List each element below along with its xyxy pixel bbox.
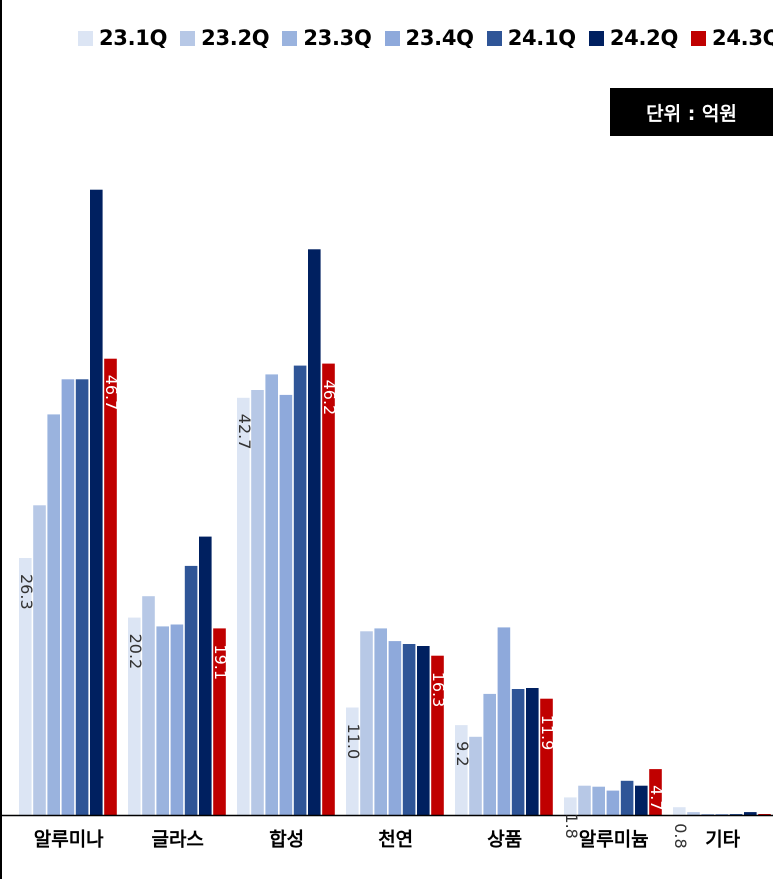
bar-23.2Q-글라스 [142,596,155,815]
bar-23.3Q-상품 [483,693,496,815]
data-label: 4.7 [647,785,666,810]
bar-23.2Q-알루미나 [33,505,46,815]
bar-23.3Q-알루미늄 [592,786,605,815]
bar-23.1Q-기타 [673,807,686,815]
bar-23.4Q-알루미나 [61,379,75,815]
bar-23.1Q-글라스 [128,617,141,815]
bar-23.3Q-기타 [701,814,714,815]
legend-swatch [384,30,400,46]
legend-item: 23.4Q [384,26,474,50]
x-tick-label: 알루미늄 [579,829,649,851]
legend-label: 24.1Q [507,26,576,50]
legend-item: 24.3Q [691,26,773,50]
legend-label: 23.1Q [99,26,168,50]
bar-23.1Q-상품 [455,725,468,815]
bar-23.4Q-글라스 [170,624,184,815]
bar-24.1Q-천연 [402,644,416,815]
x-tick-label: 합성 [269,829,304,851]
data-label: 11.9 [538,715,557,751]
bar-24.3Q-기타 [758,814,771,815]
bar-23.4Q-상품 [497,627,511,815]
bar-23.2Q-기타 [687,812,700,815]
bar-24.3Q-상품 [540,698,553,815]
bar-23.3Q-글라스 [156,626,169,815]
bar-23.2Q-천연 [360,631,373,815]
legend-swatch [691,30,707,46]
bar-24.1Q-기타 [729,814,743,815]
legend-label: 23.3Q [303,26,372,50]
bar-24.2Q-합성 [308,249,321,816]
x-tick-label: 알루미나 [34,829,104,851]
bar-24.2Q-글라스 [199,536,212,815]
legend-label: 23.4Q [405,26,474,50]
bar-23.1Q-합성 [237,397,250,815]
legend-item: 24.1Q [486,26,576,50]
bar-23.2Q-알루미늄 [578,785,591,815]
legend: 23.1Q 23.2Q 23.3Q 23.4Q 24.1Q 24.2Q 24.3Q [78,24,773,52]
bar-24.2Q-알루미늄 [635,785,648,815]
bar-24.3Q-합성 [322,363,335,815]
bar-23.3Q-천연 [374,628,387,815]
bar-23.2Q-상품 [469,736,482,815]
data-label: 0.8 [671,823,690,848]
legend-label: 24.3Q [712,26,773,50]
data-label: 42.7 [235,414,254,450]
x-tick-label: 상품 [487,829,522,851]
bar-24.3Q-알루미늄 [649,769,662,815]
legend-item: 24.2Q [588,26,679,50]
bar-24.2Q-천연 [417,646,430,815]
bar-24.3Q-알루미나 [104,358,117,815]
legend-swatch [282,30,298,46]
legend-swatch [486,30,502,46]
data-label: 9.2 [453,741,472,766]
data-label: 16.3 [429,672,448,708]
x-tick-label: 글라스 [151,829,203,851]
legend-item: 23.2Q [180,26,270,50]
bar-24.1Q-합성 [293,365,307,815]
data-label: 46.7 [102,375,121,411]
bar-24.2Q-기타 [744,812,757,815]
data-label: 1.8 [562,813,581,838]
bar-23.4Q-알루미늄 [606,790,620,815]
x-tick-label: 천연 [378,829,413,851]
legend-item: 23.3Q [282,26,372,50]
unit-label: 단위 : 억원 [610,88,773,136]
bar-23.3Q-알루미나 [47,414,60,815]
bar-23.4Q-천연 [388,641,402,815]
x-tick-label: 기타 [705,829,740,851]
bar-24.1Q-알루미늄 [620,780,634,815]
bar-24.1Q-알루미나 [75,379,89,815]
legend-item: 23.1Q [78,26,167,50]
data-label: 46.2 [320,380,339,416]
data-label: 20.2 [126,634,145,670]
legend-label: 24.2Q [609,26,679,50]
legend-swatch [180,30,196,46]
bar-23.2Q-합성 [251,390,264,815]
legend-label: 23.2Q [201,26,270,50]
bar-24.1Q-글라스 [184,565,198,815]
bar-24.2Q-상품 [526,688,539,815]
bar-23.1Q-천연 [346,707,359,815]
bar-24.3Q-글라스 [213,628,226,815]
legend-swatch [588,30,604,46]
bar-24.1Q-상품 [511,689,525,815]
bar-23.1Q-알루미늄 [564,797,577,815]
bar-23.3Q-합성 [265,374,278,815]
bar-24.3Q-천연 [431,655,444,815]
bar-23.4Q-기타 [715,814,729,815]
bar-23.1Q-알루미나 [19,558,32,815]
bar-24.2Q-알루미나 [90,189,103,815]
legend-swatch [78,30,93,46]
bar-23.4Q-합성 [279,394,293,815]
data-label: 11.0 [344,724,363,760]
data-label: 19.1 [211,644,230,680]
data-label: 26.3 [17,574,36,610]
